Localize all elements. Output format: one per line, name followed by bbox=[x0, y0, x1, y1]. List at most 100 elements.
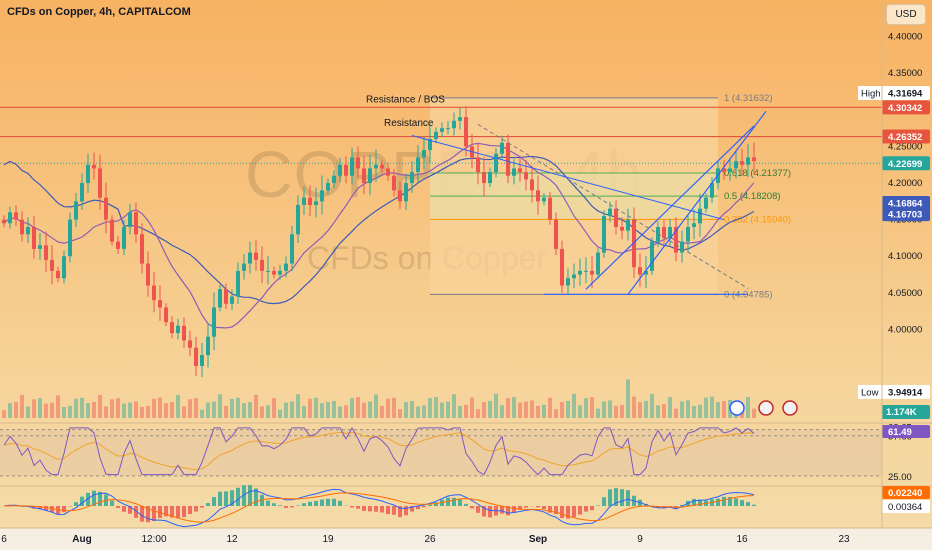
candle-90 bbox=[542, 197, 546, 202]
candle-35 bbox=[212, 307, 216, 337]
candle-104 bbox=[626, 219, 630, 231]
candle-46 bbox=[278, 270, 282, 275]
candle-89 bbox=[536, 190, 540, 202]
volume-bar-70 bbox=[422, 405, 426, 418]
candle-114 bbox=[686, 226, 690, 242]
macd-hist-96 bbox=[578, 506, 582, 515]
candle-15 bbox=[92, 164, 96, 169]
volume-bar-55 bbox=[332, 400, 336, 418]
macd-hist-87 bbox=[524, 506, 528, 508]
candle-84 bbox=[506, 142, 510, 176]
volume-bar-5 bbox=[32, 399, 36, 418]
volume-bar-103 bbox=[620, 404, 624, 418]
macd-hist-66 bbox=[398, 506, 402, 518]
fib-label-0-618: 0.618 (4.21377) bbox=[724, 168, 791, 179]
volume-bar-90 bbox=[542, 404, 546, 418]
price-tag-bg-6 bbox=[882, 385, 930, 399]
candle-92 bbox=[554, 219, 558, 249]
macd-hist-27 bbox=[164, 506, 168, 517]
volume-bar-83 bbox=[500, 405, 504, 418]
macd-hist-7 bbox=[44, 506, 48, 511]
macd-hist-50 bbox=[302, 503, 306, 506]
macd-hist-81 bbox=[488, 506, 492, 518]
volume-bar-2 bbox=[14, 402, 18, 418]
volume-bar-119 bbox=[716, 402, 720, 418]
candle-91 bbox=[548, 197, 552, 220]
volume-bar-100 bbox=[602, 401, 606, 418]
candle-64 bbox=[386, 168, 390, 176]
macd-value-bg-0 bbox=[882, 486, 930, 499]
x-tick-8: 16 bbox=[736, 534, 748, 545]
price-tag-bg-5 bbox=[882, 207, 930, 222]
volume-bar-53 bbox=[320, 403, 324, 418]
y-tick-7: 4.05000 bbox=[888, 288, 922, 299]
x-tick-4: 19 bbox=[322, 534, 334, 545]
volume-bar-58 bbox=[350, 398, 354, 418]
macd-hist-47 bbox=[284, 506, 288, 508]
volume-bar-24 bbox=[146, 405, 150, 418]
macd-hist-36 bbox=[218, 491, 222, 506]
volume-bar-38 bbox=[230, 398, 234, 418]
volume-bar-107 bbox=[644, 400, 648, 418]
macd-hist-42 bbox=[254, 488, 258, 506]
rsi-signal-line bbox=[3, 431, 755, 471]
volume-bar-105 bbox=[632, 396, 636, 418]
volume-bar-37 bbox=[224, 405, 228, 418]
rsi-current-value: 61.49 bbox=[888, 427, 912, 438]
macd-hist-44 bbox=[266, 500, 270, 506]
macd-hist-55 bbox=[332, 498, 336, 506]
candle-2 bbox=[14, 212, 18, 220]
candle-106 bbox=[638, 267, 642, 275]
candle-34 bbox=[206, 336, 210, 356]
volume-bar-48 bbox=[290, 401, 294, 418]
fib-label-1: 1 (4.31632) bbox=[724, 93, 773, 104]
volume-bar-10 bbox=[62, 407, 66, 418]
volume-bar-20 bbox=[122, 403, 126, 418]
macd-hist-48 bbox=[290, 506, 294, 508]
y-tick-8: 4.00000 bbox=[888, 324, 922, 335]
candle-21 bbox=[128, 212, 132, 227]
candle-117 bbox=[704, 197, 708, 209]
volume-bar-72 bbox=[434, 397, 438, 418]
volume-bar-97 bbox=[584, 398, 588, 418]
currency-button[interactable]: USD bbox=[886, 4, 926, 25]
price-tag-bg-2 bbox=[882, 129, 930, 144]
volume-bar-113 bbox=[680, 401, 684, 418]
volume-bar-43 bbox=[260, 406, 264, 418]
macd-hist-60 bbox=[362, 506, 366, 511]
volume-bar-120 bbox=[722, 400, 726, 418]
flash-event-icon bbox=[729, 400, 745, 416]
volume-bar-35 bbox=[212, 401, 216, 418]
candle-50 bbox=[302, 197, 306, 205]
candle-32 bbox=[194, 347, 198, 367]
candle-83 bbox=[500, 142, 504, 154]
candle-74 bbox=[446, 128, 450, 130]
volume-bar-3 bbox=[20, 394, 24, 418]
volume-bar-30 bbox=[182, 406, 186, 418]
us-flag-event-icon-2 bbox=[782, 400, 798, 416]
x-tick-6: Sep bbox=[529, 534, 547, 545]
macd-hist-116 bbox=[698, 499, 702, 506]
x-tick-5: 26 bbox=[424, 534, 436, 545]
candle-81 bbox=[488, 172, 492, 184]
volume-bar-85 bbox=[512, 397, 516, 418]
rsi-level-label-2: 25.00 bbox=[888, 472, 912, 483]
volume-bar-62 bbox=[374, 394, 378, 418]
macd-hist-28 bbox=[170, 506, 174, 518]
volume-bar-92 bbox=[554, 409, 558, 418]
macd-hist-32 bbox=[194, 506, 198, 512]
candle-31 bbox=[188, 340, 192, 348]
candle-49 bbox=[296, 205, 300, 235]
macd-hist-41 bbox=[248, 485, 252, 506]
channel-upper-trendline bbox=[585, 125, 755, 290]
volume-bar-112 bbox=[674, 408, 678, 418]
candle-123 bbox=[740, 161, 744, 165]
candle-26 bbox=[158, 300, 162, 308]
macd-hist-58 bbox=[350, 506, 354, 508]
volume-bar-36 bbox=[218, 394, 222, 418]
volume-bar-76 bbox=[458, 405, 462, 418]
volume-bar-99 bbox=[596, 408, 600, 418]
macd-hist-25 bbox=[152, 506, 156, 521]
